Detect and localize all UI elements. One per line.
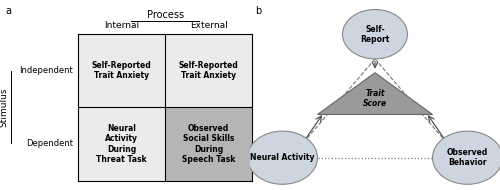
Text: Process: Process: [146, 10, 184, 21]
Text: Neural Activity: Neural Activity: [250, 153, 315, 162]
Text: Self-
Report: Self- Report: [360, 25, 390, 44]
Text: Dependent: Dependent: [26, 139, 73, 148]
Text: External: External: [190, 21, 228, 30]
Text: a: a: [5, 6, 11, 16]
Text: Self-Reported
Trait Anxiety: Self-Reported Trait Anxiety: [179, 61, 238, 81]
Circle shape: [432, 131, 500, 184]
Polygon shape: [318, 73, 432, 115]
Text: Stimulus: Stimulus: [0, 88, 8, 127]
Text: b: b: [255, 6, 261, 16]
Text: Self-Reported
Trait Anxiety: Self-Reported Trait Anxiety: [92, 61, 152, 81]
Bar: [78, 107, 165, 180]
Bar: [165, 34, 252, 107]
Text: Observed
Behavior: Observed Behavior: [447, 148, 488, 167]
Bar: [78, 34, 165, 107]
Bar: [165, 107, 252, 180]
Circle shape: [342, 10, 407, 59]
Text: Independent: Independent: [19, 66, 73, 75]
Text: Observed
Social Skills
During
Speech Task: Observed Social Skills During Speech Tas…: [182, 124, 236, 164]
Text: Neural
Activity
During
Threat Task: Neural Activity During Threat Task: [96, 124, 147, 164]
Text: Internal: Internal: [104, 21, 139, 30]
Circle shape: [248, 131, 318, 184]
Text: Trait
Score: Trait Score: [363, 89, 387, 108]
